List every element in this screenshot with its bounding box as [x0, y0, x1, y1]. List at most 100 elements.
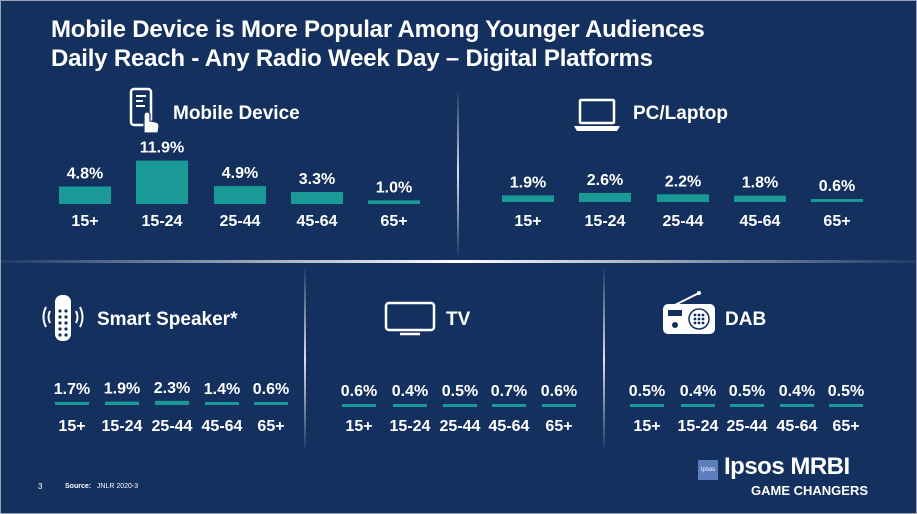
panel-title-pc-laptop: PC/Laptop: [633, 103, 728, 124]
bar-45-64: [734, 195, 786, 202]
bar-65+: [254, 402, 288, 405]
data-label: 0.5%: [442, 383, 478, 400]
category-label: 15-24: [142, 213, 183, 230]
bar-15-24: [105, 401, 139, 405]
bar-45-64: [780, 404, 814, 407]
bar-25-44: [443, 404, 477, 407]
category-label: 45-64: [297, 213, 338, 230]
data-label: 0.4%: [779, 383, 815, 400]
category-label: 25-44: [220, 213, 261, 230]
category-label: 15-24: [585, 213, 626, 230]
panel-title-dab: DAB: [725, 309, 767, 330]
data-label: 2.3%: [154, 380, 190, 397]
bar-15-24: [136, 160, 188, 204]
category-label: 15+: [514, 213, 541, 230]
mobile-touch-icon: [128, 87, 162, 140]
category-label: 15+: [71, 213, 98, 230]
data-label: 11.9%: [140, 140, 184, 157]
category-label: 65+: [823, 213, 850, 230]
data-label: 0.5%: [729, 383, 765, 400]
data-label: 2.6%: [587, 172, 623, 189]
category-label: 25-44: [440, 418, 481, 435]
ipsos-logo-mark: Ipsos: [698, 460, 718, 480]
category-label: 15+: [345, 418, 372, 435]
bar-25-44: [730, 404, 764, 407]
data-label: 1.8%: [742, 175, 778, 192]
bar-15+: [59, 186, 111, 204]
category-label: 15-24: [390, 418, 431, 435]
category-label: 45-64: [202, 418, 243, 435]
category-label: 65+: [832, 418, 859, 435]
category-label: 45-64: [489, 418, 530, 435]
bar-15-24: [579, 192, 631, 202]
category-label: 15-24: [678, 418, 719, 435]
panel-title-mobile-device: Mobile Device: [173, 103, 300, 124]
slide-title: Mobile Device is More Popular Among Youn…: [51, 15, 705, 73]
data-label: 1.4%: [204, 381, 240, 398]
panel-title-smart-speaker: Smart Speaker*: [97, 309, 238, 330]
data-label: 4.9%: [222, 165, 258, 182]
bottom-right-vertical-divider: [603, 269, 605, 449]
source-text: JNLR 2020-3: [96, 483, 139, 490]
source-note: Source: JNLR 2020-3: [65, 483, 138, 490]
category-label: 15+: [58, 418, 85, 435]
data-label: 0.6%: [819, 178, 855, 195]
bar-45-64: [205, 402, 239, 405]
horizontal-divider: [1, 260, 916, 263]
category-label: 65+: [545, 418, 572, 435]
title-line-2: Daily Reach - Any Radio Week Day – Digit…: [51, 45, 653, 72]
category-label: 25-44: [663, 213, 704, 230]
data-label: 1.9%: [104, 381, 140, 398]
bar-45-64: [291, 191, 343, 204]
data-label: 0.4%: [680, 383, 716, 400]
data-label: 0.5%: [828, 383, 864, 400]
bar-15+: [630, 404, 664, 407]
bar-15-24: [681, 404, 715, 407]
bar-15+: [342, 404, 376, 407]
top-vertical-divider: [457, 93, 459, 255]
bar-65+: [368, 200, 420, 204]
bar-65+: [811, 199, 863, 202]
category-label: 65+: [380, 213, 407, 230]
category-label: 45-64: [740, 213, 781, 230]
data-label: 3.3%: [299, 171, 335, 188]
data-label: 0.5%: [629, 383, 665, 400]
tv-icon: [384, 301, 436, 342]
bar-65+: [542, 404, 576, 407]
data-label: 2.2%: [665, 173, 701, 190]
category-label: 15-24: [102, 418, 143, 435]
category-label: 15+: [633, 418, 660, 435]
smart-speaker-icon: [38, 293, 88, 350]
bar-65+: [829, 404, 863, 407]
bar-15-24: [393, 404, 427, 407]
data-label: 1.0%: [376, 179, 412, 196]
data-label: 1.7%: [54, 381, 90, 398]
laptop-icon: [572, 97, 622, 138]
logo-tagline: GAME CHANGERS: [751, 483, 869, 498]
data-label: 0.6%: [253, 381, 289, 398]
logo-brand: Ipsos MRBI: [724, 453, 850, 480]
bar-25-44: [657, 194, 709, 202]
category-label: 25-44: [727, 418, 768, 435]
category-label: 25-44: [152, 418, 193, 435]
bar-45-64: [492, 404, 526, 407]
radio-icon: [661, 291, 717, 342]
data-label: 0.6%: [341, 383, 377, 400]
title-line-1: Mobile Device is More Popular Among Youn…: [51, 16, 705, 43]
bar-15+: [502, 195, 554, 202]
bar-25-44: [155, 400, 189, 405]
data-label: 0.6%: [541, 383, 577, 400]
category-label: 65+: [257, 418, 284, 435]
page-number: 3: [38, 482, 43, 491]
data-label: 4.8%: [67, 165, 103, 182]
data-label: 0.4%: [392, 383, 428, 400]
bar-25-44: [214, 186, 266, 204]
bottom-left-vertical-divider: [304, 269, 306, 449]
source-label: Source:: [65, 483, 92, 490]
category-label: 45-64: [777, 418, 818, 435]
